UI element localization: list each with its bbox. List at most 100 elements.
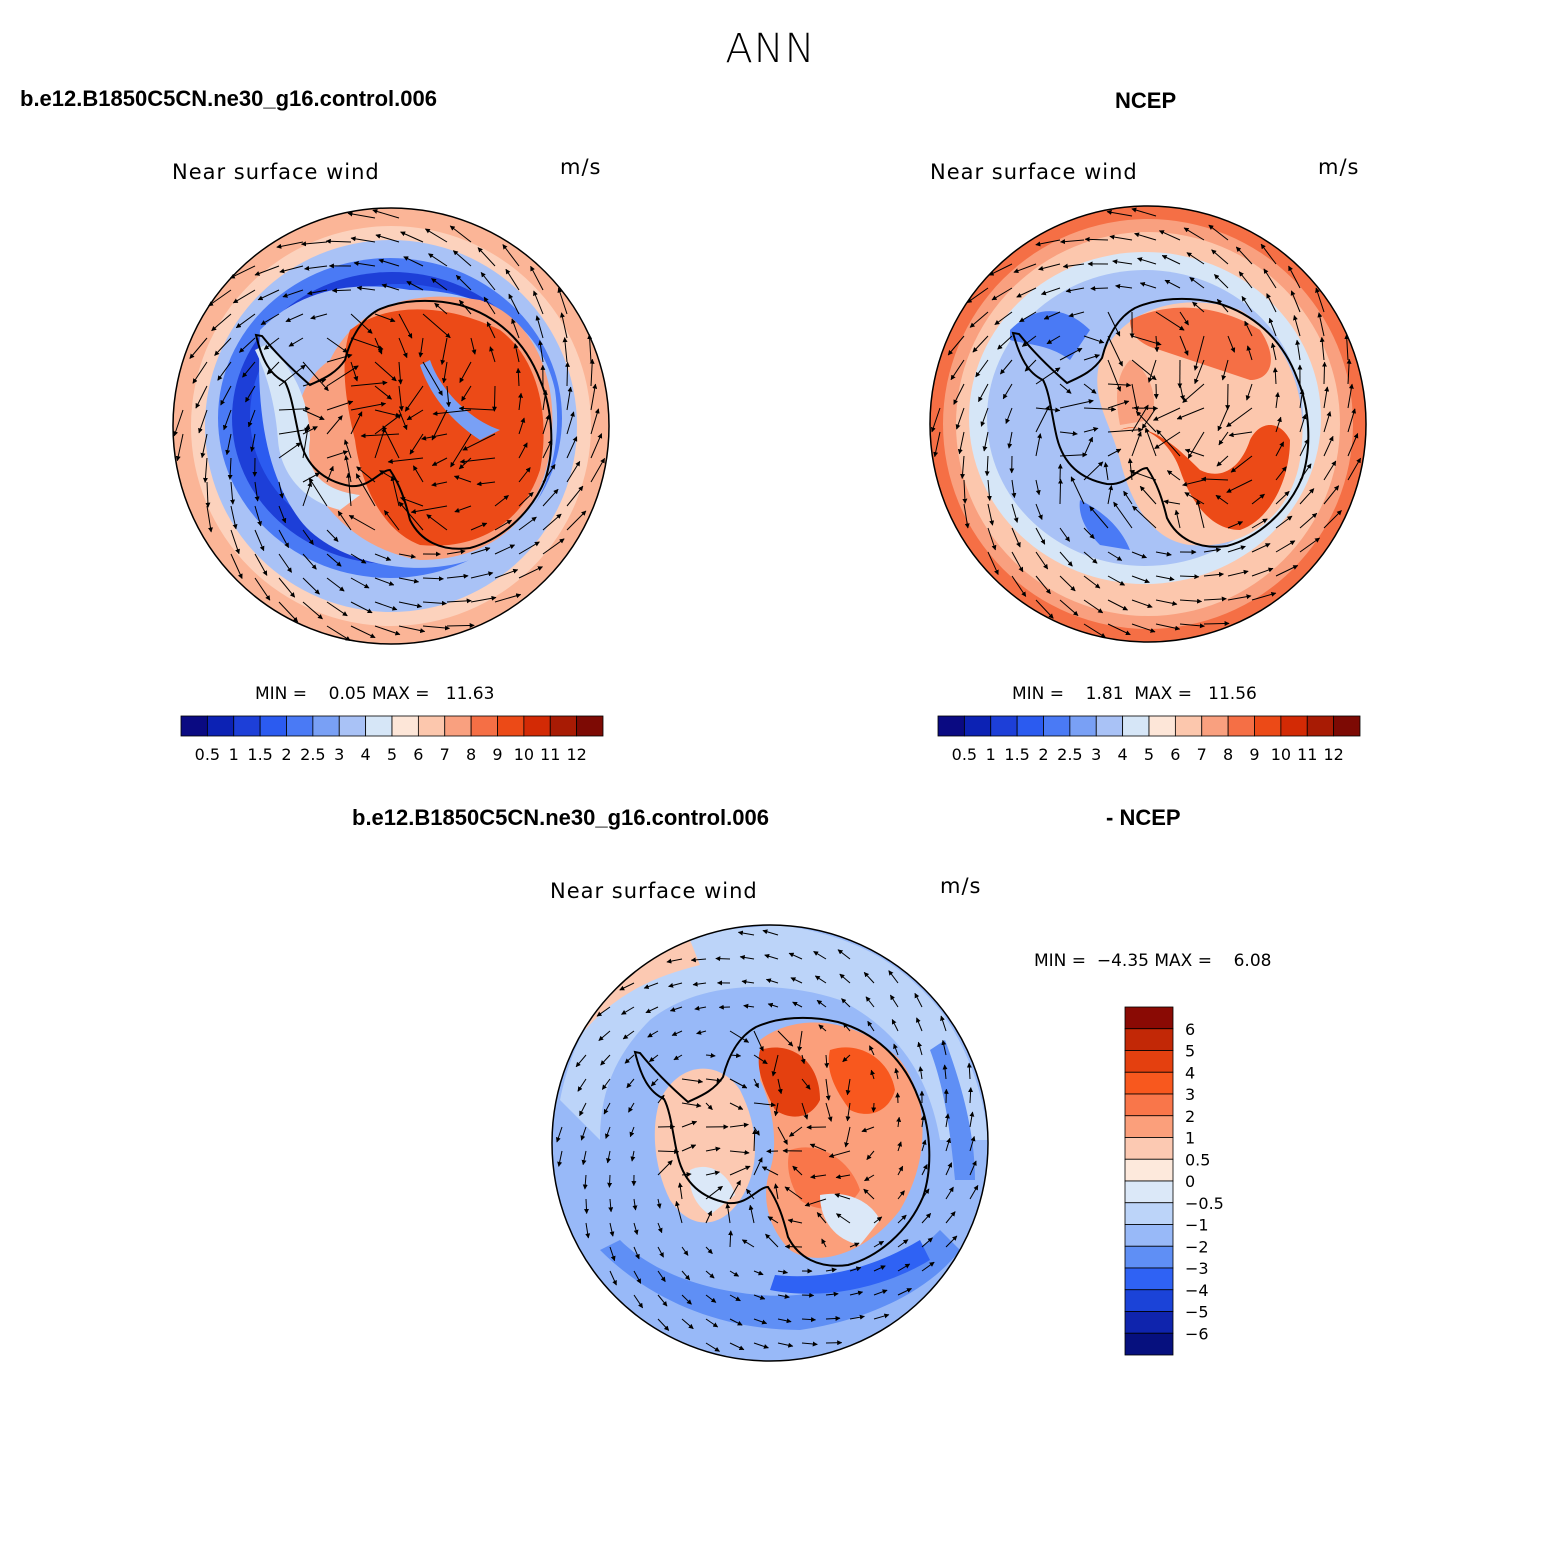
- wind-vector-arrow-icon: [587, 334, 593, 363]
- wind-vector-arrow-icon: [1227, 521, 1244, 529]
- wind-vector-arrow-icon: [801, 1341, 818, 1347]
- wind-vector-arrow-icon: [705, 1342, 720, 1352]
- wind-vector-arrow-icon: [326, 625, 351, 642]
- wind-vector-arrow-icon: [1323, 435, 1334, 457]
- wind-vector-arrow-icon: [825, 1291, 839, 1297]
- model-colorbar-tick-label: 1.5: [247, 745, 272, 764]
- wind-vector-arrow-icon: [400, 231, 424, 243]
- wind-vector-arrow-icon: [1084, 236, 1109, 242]
- wind-vector-arrow-icon: [1059, 551, 1073, 567]
- wind-vector-arrow-icon: [673, 1054, 683, 1061]
- wind-vector-arrow-icon: [705, 1102, 713, 1111]
- model-colorbar-box: [444, 715, 472, 737]
- wind-vector-arrow-icon: [230, 505, 238, 530]
- wind-vector-arrow-icon: [777, 1269, 788, 1275]
- wind-vector-arrow-icon: [1194, 359, 1205, 385]
- obs-colorbar-box: [1148, 715, 1176, 737]
- wind-vector-arrow-icon: [705, 1185, 723, 1200]
- wind-vector-arrow-icon: [1134, 232, 1157, 241]
- wind-vector-arrow-icon: [865, 996, 875, 1008]
- wind-vector-arrow-icon: [897, 1263, 911, 1272]
- wind-vector-arrow-icon: [1323, 386, 1330, 409]
- model-wind-vectors: [173, 209, 606, 642]
- diff-colorbar-tick-label: 3: [1185, 1085, 1195, 1104]
- wind-vector-arrow-icon: [917, 1041, 923, 1056]
- wind-vector-arrow-icon: [657, 1246, 664, 1258]
- wind-vector-arrow-icon: [1321, 361, 1327, 385]
- obs-variable-title: Near surface wind: [930, 160, 1138, 184]
- wind-vector-arrow-icon: [1244, 320, 1253, 337]
- wind-vector-arrow-icon: [643, 982, 659, 989]
- wind-vector-arrow-icon: [1315, 287, 1325, 313]
- wind-vector-arrow-icon: [518, 566, 543, 579]
- wind-vector-arrow-icon: [921, 1237, 933, 1248]
- wind-vector-arrow-icon: [326, 415, 343, 435]
- wind-vector-arrow-icon: [446, 598, 472, 604]
- wind-vector-arrow-icon: [873, 1289, 888, 1296]
- wind-vector-arrow-icon: [633, 1246, 640, 1260]
- wind-vector-arrow-icon: [1228, 431, 1253, 438]
- wind-vector-arrow-icon: [431, 457, 448, 466]
- wind-vector-arrow-icon: [356, 466, 376, 483]
- wind-vector-arrow-icon: [564, 361, 570, 387]
- wind-vector-arrow-icon: [1246, 345, 1253, 361]
- wind-vector-arrow-icon: [404, 385, 424, 412]
- wind-vector-arrow-icon: [1083, 406, 1117, 412]
- wind-vector-arrow-icon: [307, 289, 328, 296]
- wind-vector-arrow-icon: [1217, 407, 1229, 432]
- wind-vector-arrow-icon: [403, 256, 424, 267]
- wind-vector-arrow-icon: [834, 1193, 851, 1200]
- wind-vector-arrow-icon: [753, 1054, 768, 1065]
- wind-vector-arrow-icon: [696, 1029, 707, 1035]
- wind-vector-arrow-icon: [863, 972, 875, 984]
- wind-vector-arrow-icon: [984, 455, 990, 477]
- wind-vector-arrow-icon: [515, 367, 521, 387]
- wind-vector-arrow-icon: [445, 385, 451, 408]
- wind-vector-arrow-icon: [590, 457, 606, 483]
- wind-vector-arrow-icon: [206, 505, 213, 533]
- wind-vector-arrow-icon: [1021, 335, 1037, 347]
- wind-vector-arrow-icon: [1139, 485, 1157, 505]
- wind-vector-arrow-icon: [810, 1174, 827, 1180]
- wind-vector-arrow-icon: [278, 505, 287, 524]
- wind-vector-arrow-icon: [889, 994, 899, 1008]
- wind-vector-arrow-icon: [1011, 551, 1024, 573]
- model-colorbar: 0.5 1 1.5 2 2.5 3 4 5 6 7 8 9 10 11 12: [180, 715, 604, 764]
- wind-vector-arrow-icon: [326, 553, 342, 567]
- wind-vector-arrow-icon: [1011, 575, 1027, 597]
- wind-vector-arrow-icon: [424, 228, 448, 243]
- wind-vector-arrow-icon: [387, 457, 424, 464]
- wind-vector-arrow-icon: [752, 1129, 758, 1152]
- wind-vector-arrow-icon: [606, 1150, 611, 1164]
- diff-max-label: MAX =: [1154, 951, 1212, 971]
- wind-vector-arrow-icon: [1000, 359, 1013, 375]
- wind-vector-arrow-icon: [288, 337, 304, 347]
- wind-vector-arrow-icon: [449, 225, 472, 243]
- wind-vector-arrow-icon: [1011, 503, 1019, 523]
- obs-colorbar-tick-label: 8: [1223, 745, 1233, 764]
- wind-vector-arrow-icon: [302, 577, 320, 595]
- wind-vector-arrow-icon: [969, 1184, 979, 1200]
- wind-vector-arrow-icon: [963, 503, 970, 529]
- wind-vector-arrow-icon: [581, 1150, 587, 1166]
- wind-vector-arrow-icon: [869, 1045, 875, 1056]
- wind-vector-arrow-icon: [947, 335, 965, 356]
- diff-variable-title: Near surface wind: [550, 879, 758, 903]
- wind-vector-arrow-icon: [537, 340, 544, 363]
- wind-vector-arrow-icon: [1218, 431, 1229, 446]
- wind-vector-arrow-icon: [1107, 335, 1123, 367]
- wind-vector-arrow-icon: [282, 289, 304, 298]
- wind-vector-arrow-icon: [1227, 594, 1252, 601]
- wind-vector-arrow-icon: [347, 211, 376, 219]
- wind-vector-arrow-icon: [1107, 382, 1132, 388]
- wind-vector-arrow-icon: [398, 601, 423, 609]
- wind-vector-arrow-icon: [705, 1077, 722, 1083]
- wind-vector-arrow-icon: [777, 1318, 792, 1324]
- wind-vector-arrow-icon: [1059, 399, 1094, 409]
- wind-vector-arrow-icon: [1083, 527, 1095, 539]
- wind-vector-arrow-icon: [1193, 335, 1205, 371]
- obs-colorbar-box: [1227, 715, 1255, 737]
- wind-vector-arrow-icon: [753, 1342, 769, 1349]
- wind-vector-arrow-icon: [897, 1214, 907, 1224]
- wind-vector-arrow-icon: [849, 1266, 862, 1272]
